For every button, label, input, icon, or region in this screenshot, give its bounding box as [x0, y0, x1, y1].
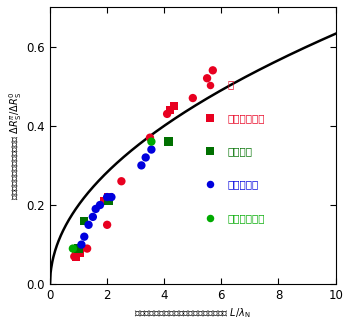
Point — [106, 198, 111, 204]
Point — [172, 103, 177, 109]
Point — [147, 135, 153, 140]
Point — [164, 111, 170, 116]
Point — [90, 214, 96, 219]
Text: グラフェン: グラフェン — [227, 180, 258, 189]
Point — [70, 246, 76, 251]
Point — [149, 139, 154, 144]
Point — [106, 195, 111, 200]
Point — [204, 76, 210, 81]
Point — [210, 68, 216, 73]
Text: アルミニウム: アルミニウム — [227, 113, 265, 123]
Point — [84, 246, 90, 251]
Point — [166, 139, 172, 144]
Point — [93, 206, 98, 212]
Point — [143, 155, 148, 160]
Point — [71, 254, 77, 259]
Point — [73, 254, 78, 259]
Point — [119, 179, 124, 184]
Point — [97, 202, 103, 208]
Point — [82, 218, 87, 223]
Point — [86, 222, 91, 227]
Point — [79, 242, 84, 247]
Point — [76, 246, 81, 251]
Point — [167, 107, 173, 112]
Point — [149, 147, 154, 152]
Point — [82, 234, 87, 239]
Point — [104, 195, 110, 200]
Point — [104, 222, 110, 227]
Point — [77, 250, 83, 255]
Point — [108, 195, 114, 200]
Point — [102, 198, 107, 204]
X-axis label: チャネル長をスピン緩和長で規格化した値 $L / \lambda_\mathrm{N}$: チャネル長をスピン緩和長で規格化した値 $L / \lambda_\mathrm… — [134, 306, 251, 320]
Text: 銀: 銀 — [227, 79, 233, 90]
Y-axis label: スピンの回転運動の性能指数 $\Delta R_\mathrm{S}^\pi / \Delta R_\mathrm{S}^0$: スピンの回転運動の性能指数 $\Delta R_\mathrm{S}^\pi /… — [7, 91, 24, 200]
Point — [139, 163, 144, 168]
Text: シリコン: シリコン — [227, 146, 252, 156]
Text: ガリウムヒ素: ガリウムヒ素 — [227, 213, 265, 223]
Point — [190, 95, 196, 101]
